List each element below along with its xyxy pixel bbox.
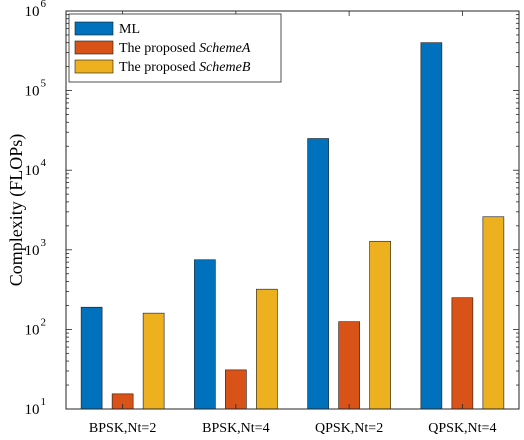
x-tick-label: BPSK,Nt=2 [89,421,156,436]
legend-entry: The proposed SchemeB [119,60,251,75]
y-tick-base: 10 [25,4,40,20]
x-tick-label: BPSK,Nt=4 [202,421,269,436]
bar-ml-1 [194,259,216,410]
bar-schemea-3 [451,297,474,410]
y-tick-exponent: 4 [41,157,47,169]
legend-entry-scheme: SchemeA [199,41,251,56]
legend-entry-scheme: SchemeB [199,60,251,75]
legend-entry-text: The proposed [119,60,199,75]
legend-entry: ML [119,22,140,37]
y-tick-label: 101 [25,396,47,418]
bar-ml-0 [80,306,103,410]
y-tick-exponent: 1 [41,396,47,408]
y-tick-base: 10 [25,402,40,418]
bars-layer [80,42,505,410]
bar-schemea-1 [225,369,247,410]
y-axis-label: Complexity (FLOPs) [6,134,27,287]
legend-entry-text: The proposed [119,41,199,56]
bar-schemeb-0 [142,312,165,410]
y-tick-label: 103 [25,237,47,259]
y-tick-base: 10 [25,243,40,259]
y-tick-exponent: 6 [41,0,47,10]
bar-ml-2 [307,138,329,410]
bar-ml-3 [420,42,443,410]
bar-schemeb-2 [369,240,391,410]
y-tick-label: 104 [25,157,47,179]
x-tick-label: QPSK,Nt=4 [428,421,496,436]
y-tick-exponent: 2 [41,316,47,328]
y-tick-label: 102 [25,316,47,338]
legend-swatch [74,21,114,36]
bar-schemea-2 [338,321,360,410]
y-tick-base: 10 [25,163,40,179]
legend-swatch [74,59,114,74]
x-tick-label: QPSK,Nt=2 [315,421,383,436]
x-axis-ticks: BPSK,Nt=2 BPSK,Nt=4 QPSK,Nt=2 QPSK,Nt=4 [89,11,496,436]
y-tick-label: 106 [25,0,47,20]
bar-schemeb-3 [482,216,505,410]
y-tick-base: 10 [25,84,40,100]
legend-swatch [74,40,114,55]
y-tick-exponent: 5 [41,78,47,90]
bar-schemeb-1 [256,288,278,410]
y-tick-base: 10 [25,322,40,338]
y-tick-exponent: 3 [41,237,47,249]
legend-entry: The proposed SchemeA [119,41,251,56]
plot-frame [65,10,520,410]
y-tick-label: 105 [25,78,47,100]
